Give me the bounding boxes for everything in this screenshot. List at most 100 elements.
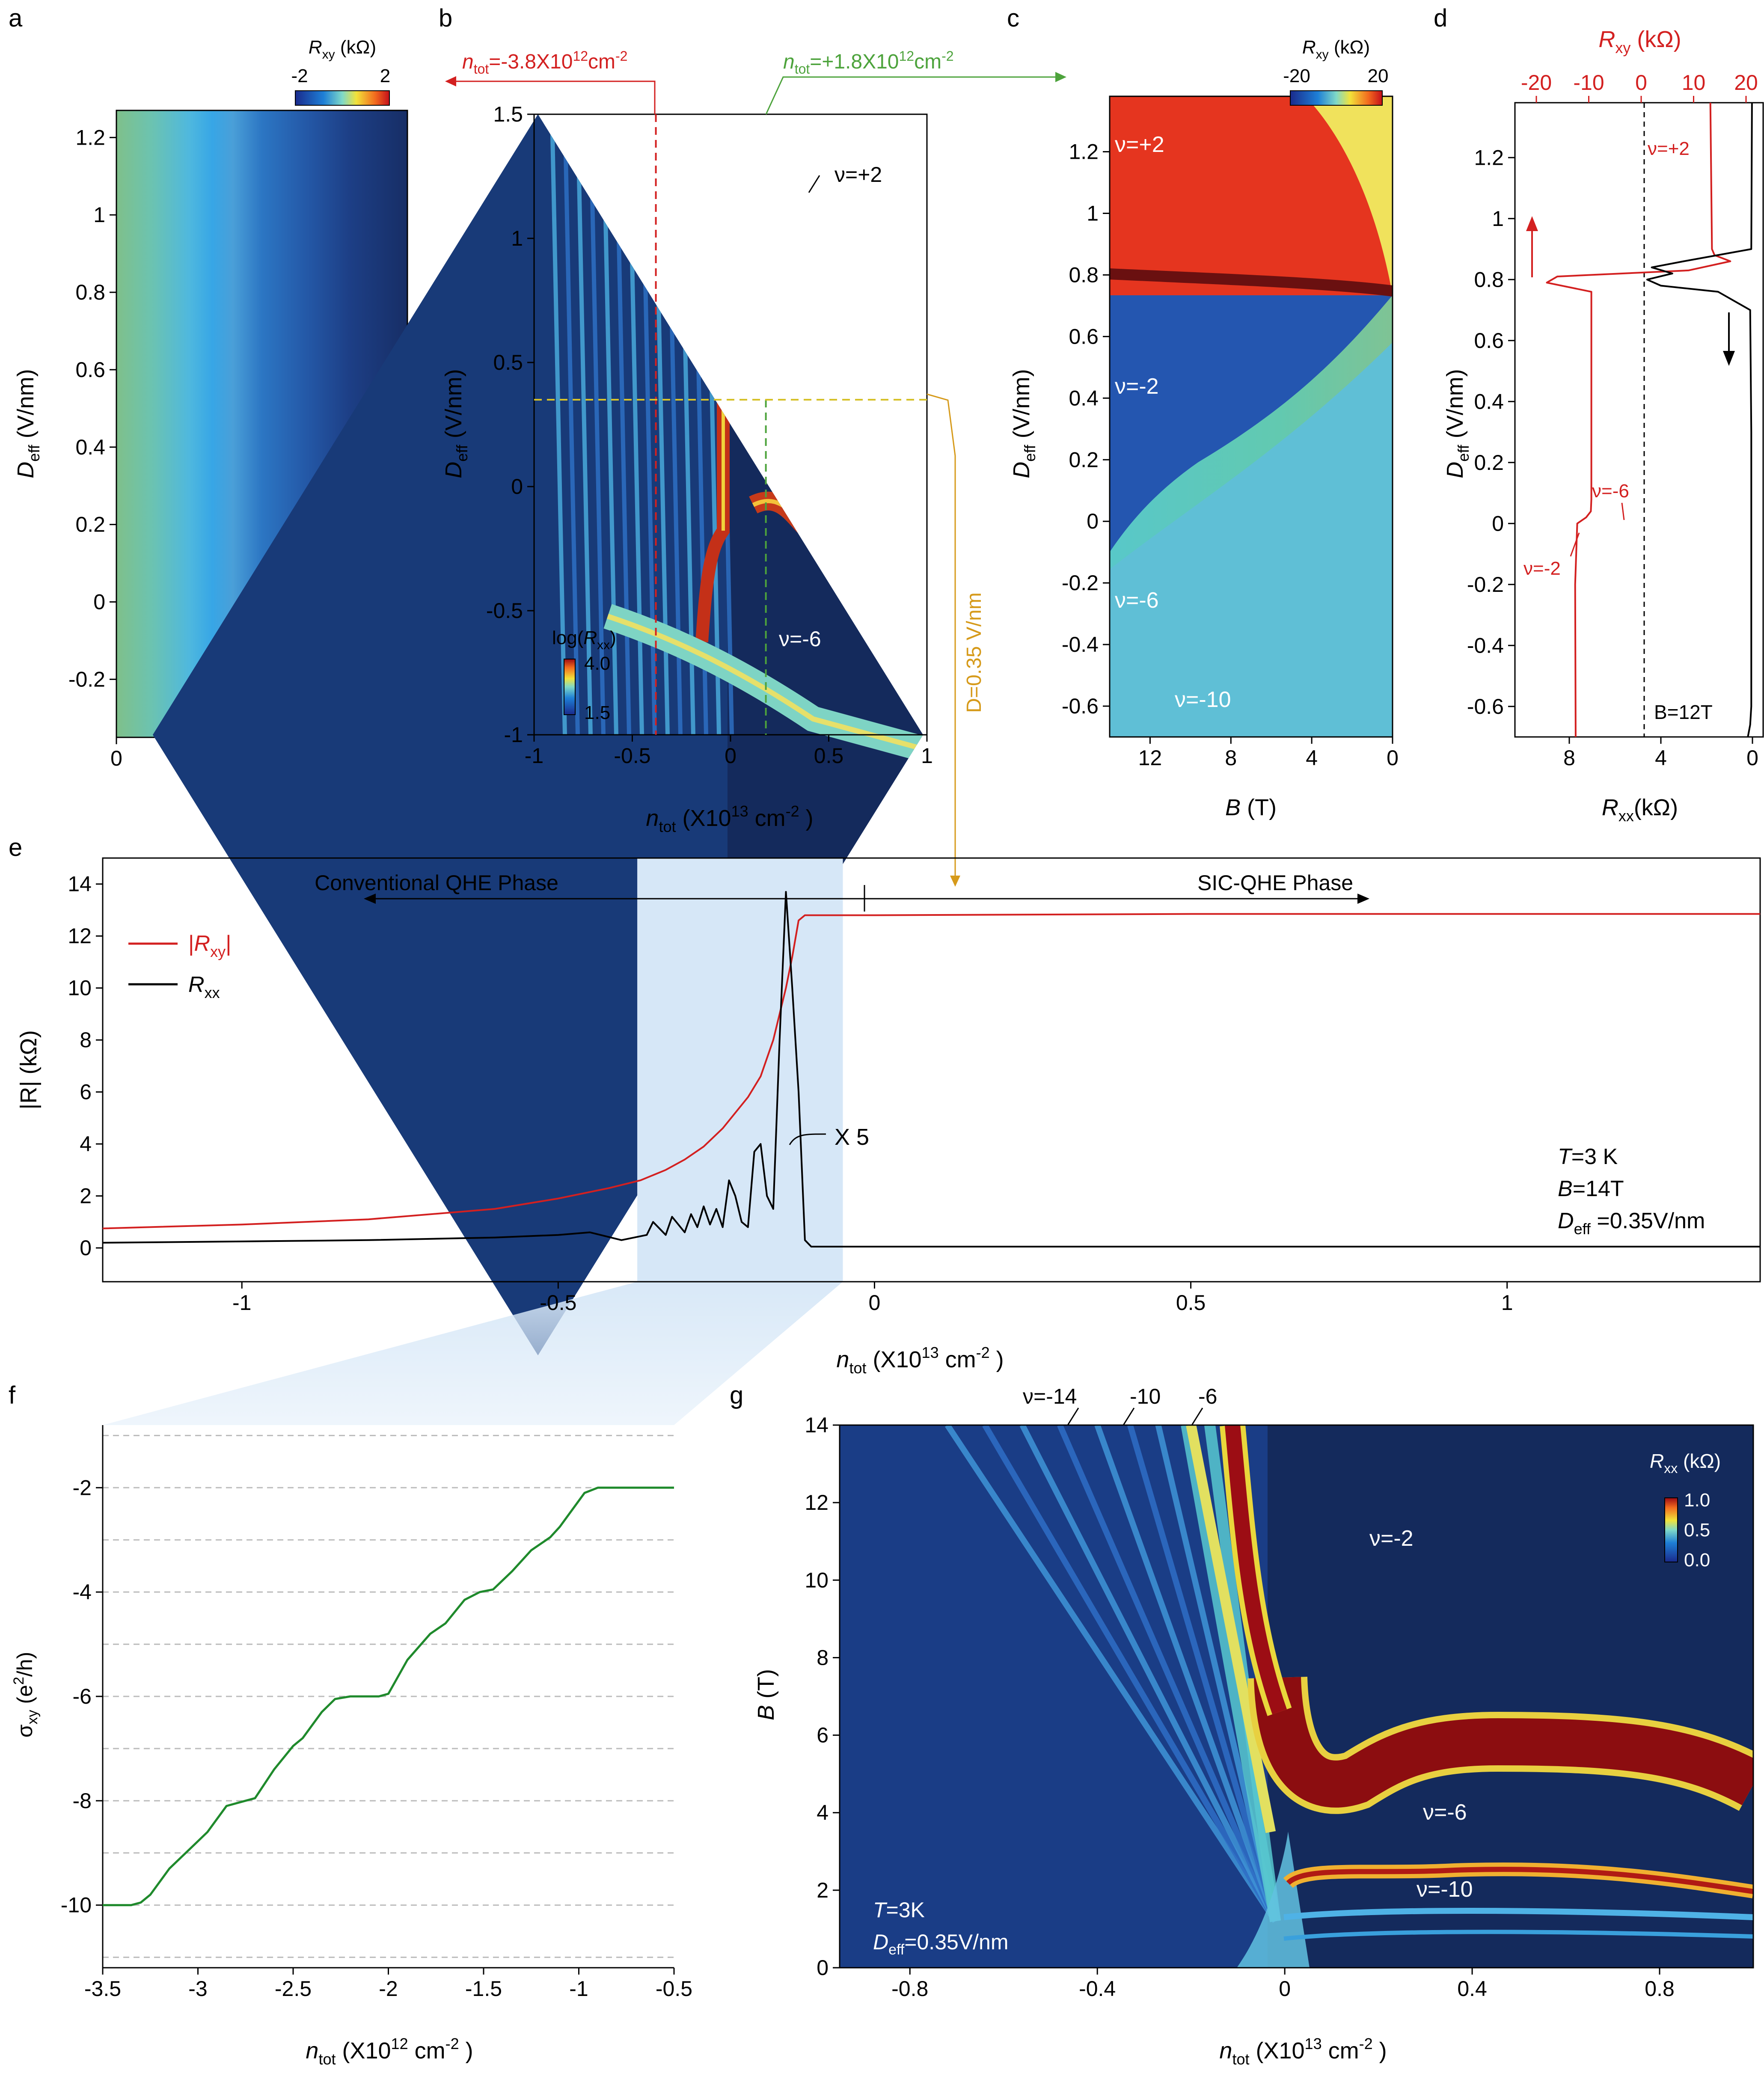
panel-f-x-tick-label: -1	[569, 1977, 588, 2001]
panel-b-nu2-region	[766, 114, 923, 375]
panel-b-cut-D-arrow	[950, 876, 960, 887]
panel-f-x-tick-label: -2.5	[275, 1977, 312, 2001]
panel-d-top-x-tick-label: 0	[1635, 71, 1647, 95]
panel-b-peak-band	[720, 244, 923, 320]
panel-e-condition-T: T=3 K	[1558, 1144, 1618, 1169]
panel-c-colorbar-label: Rxy (kΩ)	[1302, 37, 1370, 62]
panel-letter-g: g	[730, 1381, 743, 1409]
panel-c-annotation-nu-plus2: ν=+2	[1115, 132, 1164, 157]
panel-c-y-tick-label: 0	[1087, 509, 1099, 533]
panel-b-annotation-nu-minus6: ν=-6	[779, 627, 821, 651]
panel-b-x-tick-label: -1	[525, 744, 543, 768]
panel-e-condition-D: Deff =0.35V/nm	[1558, 1209, 1705, 1238]
panel-g-annotation-nu-minus6: ν=-6	[1423, 1800, 1467, 1825]
panel-d: 8 4 0 -20 -10 0 10 20 -0.6 -0.4 -0.2 0 0.2 0.4 0.6 0.8 1…	[1442, 27, 1764, 825]
panel-f-xlabel: ntot (X1012 cm-2 )	[306, 2035, 473, 2068]
panel-letter-a: a	[9, 4, 23, 32]
panel-g-colorbar-tick-mid: 0.5	[1684, 1520, 1710, 1541]
panel-d-frame	[1514, 102, 1764, 738]
panel-c-y-tick-label: 1	[1087, 201, 1099, 225]
panel-f-y-tick-label: -4	[73, 1580, 92, 1604]
panel-d-xlabel: Rxx(kΩ)	[1602, 795, 1678, 825]
panel-e-phase-right-arrow	[1357, 894, 1369, 904]
panel-c-nu-minus6-region	[1110, 342, 1393, 737]
panel-e-y-tick-label: 4	[80, 1132, 92, 1156]
panel-f-y-tick-label: -8	[73, 1789, 92, 1813]
panel-g-low-bands	[1283, 1908, 1753, 1920]
panel-b-colorbar-min: 1.5	[584, 702, 610, 723]
panel-e-legend-rxx: Rxx	[188, 972, 220, 1001]
panel-g-fan-line	[1094, 1425, 1278, 1922]
panel-b-y-tick-label: -0.5	[486, 599, 523, 623]
panel-b-x-tick-label: 1	[921, 744, 933, 768]
panel-b-cut-left-label: ntot=-3.8X1012cm-2	[462, 48, 627, 77]
panel-e-phase-left: Conventional QHE Phase	[315, 871, 558, 895]
panel-b-x-tick-label: -0.5	[614, 744, 650, 768]
panel-g-top-label-14: ν=-14	[1023, 1384, 1077, 1408]
panel-c-annotation-nu-minus2: ν=-2	[1115, 374, 1159, 399]
panel-g-x-tick-label: 0.8	[1645, 1977, 1675, 2001]
panel-d-y-tick-label: 1.2	[1474, 146, 1504, 169]
panel-d-x-tick-label: 4	[1655, 746, 1667, 770]
panel-d-y-tick-label: 0.2	[1474, 451, 1504, 475]
panel-b-cut-D-label: D=0.35 V/nm	[963, 592, 986, 713]
panel-d-y-tick-label: -0.4	[1467, 633, 1504, 657]
panel-e-y-tick-label: 2	[80, 1184, 92, 1208]
panel-e-y-tick-label: 6	[80, 1080, 92, 1104]
panel-a-x-tick-label: 0	[110, 746, 122, 770]
panel-b-y-tick-label: 1.5	[493, 102, 523, 126]
panel-g-y-tick-label: 0	[817, 1956, 829, 1980]
panel-d-annotation-field: B=12T	[1654, 701, 1713, 723]
panel-d-top-x-tick-label: 10	[1682, 71, 1706, 95]
panel-e-frame	[102, 857, 1761, 1283]
panel-e-shaded-region	[637, 858, 843, 1282]
panel-g-condition-T: T=3K	[873, 1898, 925, 1922]
panel-g-frame	[839, 1424, 1754, 1969]
panel-c-y-tick-label: -0.4	[1062, 633, 1099, 656]
panel-d-rxy-line	[1546, 102, 1731, 737]
panel-c-x-tick-label: 0	[1387, 746, 1399, 770]
panel-f: -3.5 -3 -2.5 -2 -1.5 -1 -0.5 -10 -8 -6 -4 -2 ntot (…	[11, 1425, 692, 2068]
panel-e-y-tick-label: 0	[80, 1236, 92, 1260]
panel-c-nu-plus2-region	[1110, 96, 1393, 295]
panel-b-stripe	[563, 114, 580, 735]
panel-e-x-tick-label: -0.5	[540, 1291, 576, 1315]
panel-a-y-tick-label: 0.2	[75, 513, 105, 537]
panel-d-top-xlabel: Rxy (kΩ)	[1598, 27, 1681, 56]
panel-b-cut-left-leader	[454, 80, 656, 114]
panel-e-x-tick-label: -1	[232, 1291, 251, 1315]
panel-g-y-tick-label: 8	[817, 1645, 829, 1669]
panel-d-annotation-nu-plus2: ν=+2	[1648, 138, 1690, 159]
panel-g-x-tick-label: 0.4	[1457, 1977, 1487, 2001]
panel-c-x-tick-label: 12	[1138, 746, 1162, 770]
panel-a-ylabel: Deff (V/nm)	[13, 369, 43, 478]
panel-letter-e: e	[9, 834, 22, 861]
panel-e-y-tick-label: 14	[68, 872, 92, 896]
panel-f-y-tick-label: -2	[73, 1476, 92, 1500]
panel-g-colorbar-label: Rxx (kΩ)	[1650, 1450, 1721, 1476]
panel-g-fan-line	[1019, 1425, 1278, 1923]
panel-e-rxx-line	[102, 891, 1760, 1247]
panel-d-y-tick-label: -0.6	[1467, 695, 1504, 719]
panel-b-cut-right-label: ntot=+1.8X1012cm-2	[783, 48, 954, 77]
panel-c-y-tick-label: 0.4	[1069, 386, 1099, 410]
panel-g-fan-line	[1127, 1425, 1278, 1922]
panel-d-annotation-nu-minus2: ν=-2	[1523, 558, 1561, 579]
panel-g: -0.8 -0.4 0 0.4 0.8 0 2 4 6 8 10 12 14 ν=-2 ν=-6 ν=-…	[753, 1384, 1754, 2068]
panel-c-annotation-nu-minus6: ν=-6	[1115, 588, 1159, 613]
panel-d-y-tick-label: 0.8	[1474, 267, 1504, 291]
panel-c-ylabel: Deff (V/nm)	[1009, 369, 1039, 478]
panel-b-stripe	[576, 114, 593, 735]
panel-a-y-tick-label: -0.2	[68, 667, 105, 691]
panel-b-y-tick-label: 0.5	[493, 350, 523, 374]
panel-d-y-tick-label: 0	[1492, 511, 1504, 535]
panel-g-top-label-10: -10	[1130, 1384, 1161, 1408]
panel-a-colorbar-label: Rxy (kΩ)	[309, 37, 376, 62]
panel-b-x-tick-label: 0	[725, 744, 736, 768]
panel-g-y-tick-label: 2	[817, 1878, 829, 1902]
panel-f-x-tick-label: -3	[188, 1977, 207, 2001]
panel-f-x-tick-label: -0.5	[656, 1977, 692, 2001]
panel-c-frame	[1109, 95, 1393, 738]
